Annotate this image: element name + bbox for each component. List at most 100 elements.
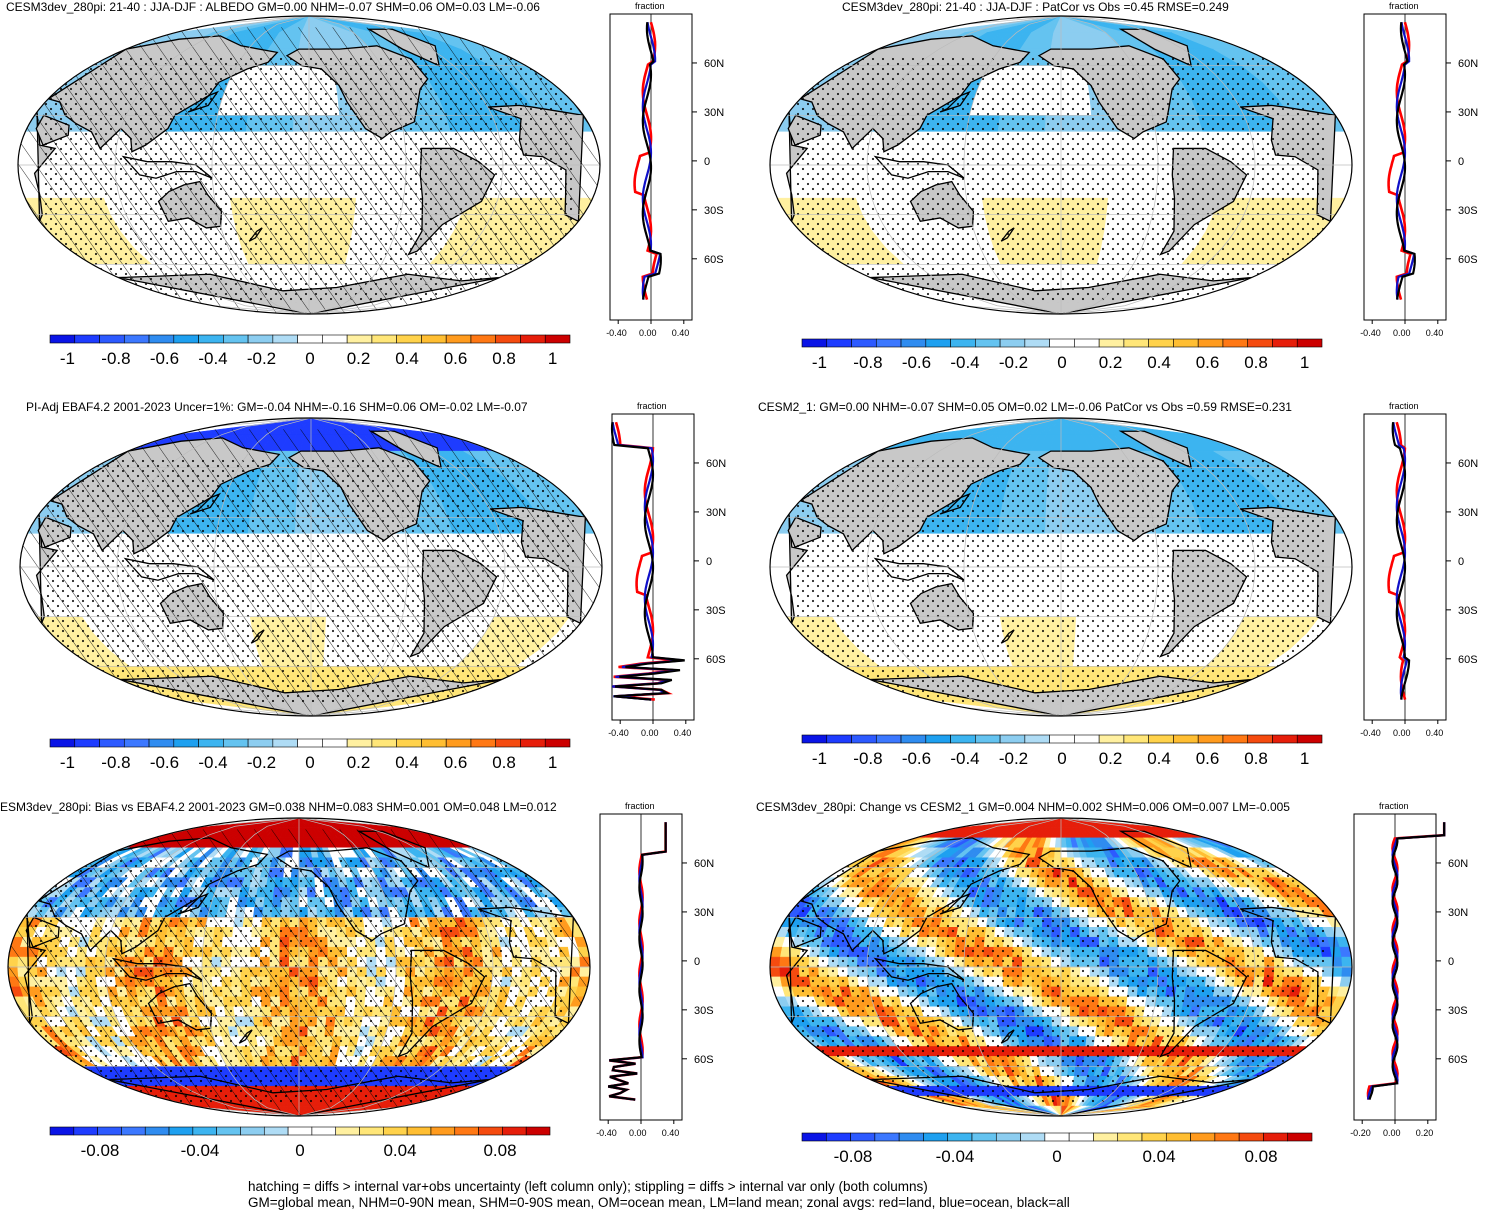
colorbar-swatch [240,1127,264,1135]
unit-label: fraction [1389,401,1419,411]
colorbar-label: -0.8 [101,753,130,772]
colorbar-swatch [545,739,570,747]
colorbar-swatch [312,1127,336,1135]
colorbar-swatch [431,1127,455,1135]
colorbar-label: -0.8 [853,749,882,768]
colorbar-label: 0.2 [1099,749,1123,768]
colorbar-swatch [372,739,397,747]
colorbar-swatch [1198,339,1223,347]
colorbar-label: -0.2 [247,753,276,772]
lat-tick-label: 60S [706,654,726,666]
profile-tick-label: 0.40 [662,1128,680,1138]
colorbar-swatch [502,1127,526,1135]
colorbar-label: 0.4 [395,753,419,772]
colorbar-swatch [1272,339,1297,347]
figure-caption: hatching = diffs > internal var+obs unce… [248,1179,1070,1211]
map-3 [16,414,606,720]
profile-tick-label: 0.00 [629,1128,647,1138]
colorbar-swatch [852,339,877,347]
colorbar-swatch [876,735,901,743]
map-6 [766,814,1356,1120]
colorbar-label: -0.4 [950,749,979,768]
colorbar-swatch [901,339,926,347]
colorbar-label: -0.4 [198,753,227,772]
map-5 [4,814,594,1120]
panel-title: CESM3dev_280pi: Change vs CESM2_1 GM=0.0… [756,800,1290,814]
colorbar-swatch [496,335,521,343]
lat-tick-label: 30S [704,205,724,217]
colorbar-label: 1 [548,349,557,368]
colorbar-swatch [397,739,422,747]
colorbar-swatch [526,1127,550,1135]
colorbar-label: -0.8 [101,349,130,368]
colorbar-label: 0.8 [1244,749,1268,768]
colorbar-swatch [996,1133,1020,1141]
caption-line-1: hatching = diffs > internal var+obs unce… [248,1179,1070,1195]
colorbar-swatch [174,335,199,343]
colorbar-swatch [75,335,100,343]
lat-tick-label: 30N [706,507,726,519]
colorbar-swatch [1173,339,1198,347]
profile-tick-label: 0.00 [1393,328,1411,338]
colorbar-swatch [876,339,901,347]
colorbar-swatch [1021,1133,1045,1141]
colorbar-swatch [1223,339,1248,347]
colorbar-label: 0.04 [1142,1147,1175,1166]
unit-label: fraction [635,1,665,11]
colorbar-label: 0.2 [347,349,371,368]
colorbar-label: -0.08 [834,1147,873,1166]
colorbar-swatch [397,335,422,343]
colorbar-label: 0.2 [347,753,371,772]
lat-tick-label: 60N [1458,458,1478,470]
lat-tick-label: 30N [1458,507,1478,519]
colorbar-label: -1 [812,749,827,768]
colorbar-label: -0.6 [902,353,931,372]
colorbar-swatch [545,335,570,343]
colorbar-label: -0.2 [247,349,276,368]
lat-tick-label: 60N [694,858,714,870]
colorbar-label: 0.6 [1196,749,1220,768]
colorbar-swatch [496,739,521,747]
colorbar-label: 0.8 [1244,353,1268,372]
colorbar-swatch [1288,1133,1312,1141]
profile-tick-label: 0.20 [1416,1128,1434,1138]
colorbar-label: -1 [812,353,827,372]
colorbar-swatch [1248,339,1273,347]
colorbar-swatch [1074,339,1099,347]
colorbar-swatch [479,1127,503,1135]
colorbar-swatch [446,739,471,747]
colorbar-swatch [407,1127,431,1135]
lat-tick-label: 30N [694,907,714,919]
colorbar-swatch [1000,735,1025,743]
lat-tick-label: 60N [1448,858,1468,870]
colorbar-label: 0.6 [444,349,468,368]
colorbar-swatch [1198,735,1223,743]
colorbar-swatch [1093,1133,1117,1141]
colorbar-swatch [100,335,125,343]
lat-tick-label: 30N [1448,907,1468,919]
colorbar-swatch [1025,735,1050,743]
colorbar-swatch [421,335,446,343]
lat-tick-label: 30S [1448,1005,1468,1017]
colorbar-swatch [264,1127,288,1135]
colorbar-swatch [288,1127,312,1135]
colorbar-swatch [899,1133,923,1141]
colorbar-swatch [520,739,545,747]
profile-tick-label: 0.40 [1426,728,1444,738]
lat-tick-label: 60S [1458,654,1478,666]
colorbar-swatch [298,739,323,747]
colorbar-swatch [802,735,827,743]
colorbar-swatch [75,739,100,747]
colorbar-swatch [98,1127,122,1135]
colorbar-swatch [199,335,224,343]
lat-tick-label: 30S [694,1005,714,1017]
profile-tick-label: 0.40 [1426,328,1444,338]
colorbar-swatch [124,335,149,343]
colorbar-swatch [193,1127,217,1135]
colorbar-label: 0.4 [1147,353,1171,372]
colorbar-swatch [347,739,372,747]
colorbar-swatch [1223,735,1248,743]
colorbar-swatch [972,1133,996,1141]
